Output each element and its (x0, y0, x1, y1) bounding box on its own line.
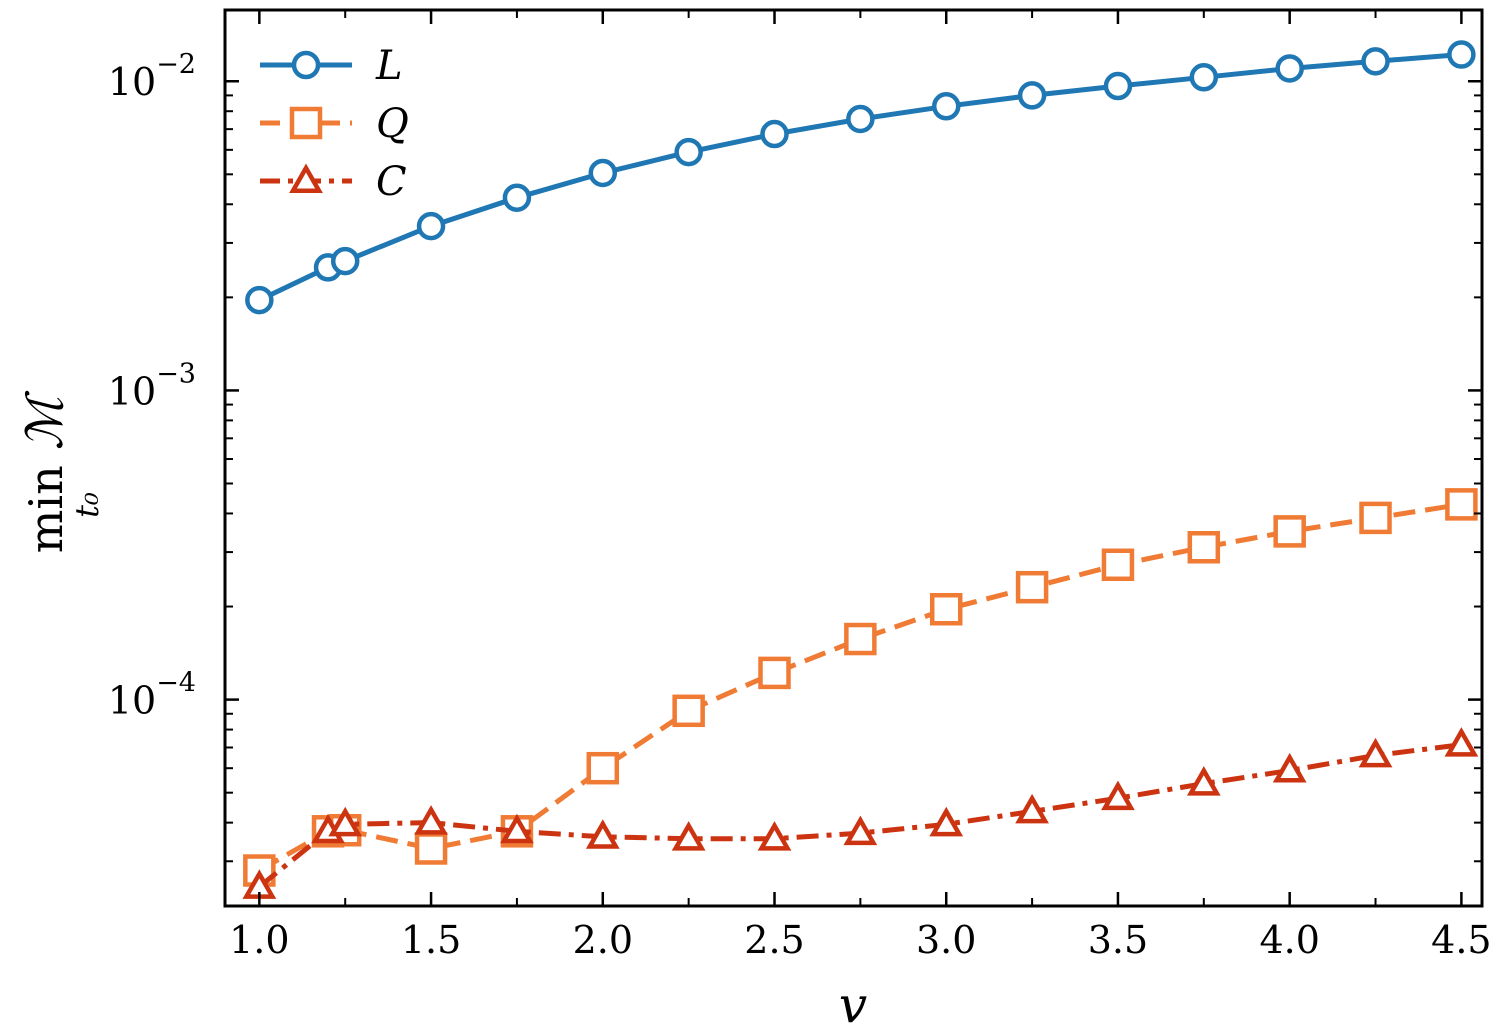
data-point-l (1361, 47, 1390, 76)
data-point-l (416, 211, 446, 241)
legend: LQC (260, 43, 409, 205)
data-point-c (1101, 780, 1135, 811)
legend-marker-q (289, 106, 323, 140)
data-point-l (588, 158, 618, 188)
legend-label-c: C (376, 159, 407, 205)
data-point-q (672, 694, 705, 728)
series-layer (242, 40, 1479, 899)
x-axis-label: v (839, 976, 867, 1034)
x-tick-label: 2.5 (744, 918, 804, 962)
legend-label-q: Q (376, 101, 409, 147)
data-point-l (502, 183, 532, 212)
series-l (245, 40, 1476, 315)
series-c (242, 727, 1479, 899)
y-axis-label: min ℳ t₀ (16, 390, 106, 553)
data-point-c (757, 821, 792, 851)
data-point-c (1186, 766, 1221, 796)
legend-label-l: L (375, 43, 403, 89)
data-point-l (760, 119, 789, 149)
y-axis-label-symbol: ℳ (16, 390, 74, 450)
data-point-l (1447, 40, 1476, 69)
x-tick-label: 1.0 (229, 918, 289, 962)
x-tick-label: 1.5 (401, 918, 461, 962)
legend-item-l: L (260, 43, 403, 89)
x-tick-label: 4.5 (1431, 918, 1491, 962)
data-point-c (1444, 727, 1479, 757)
series-line-q (258, 501, 1462, 873)
legend-marker-l (291, 50, 321, 80)
data-point-l (1103, 71, 1133, 101)
data-point-q (1273, 515, 1306, 548)
x-tick-label: 2.0 (573, 918, 633, 962)
data-point-c (500, 813, 534, 844)
legend-item-q: Q (260, 101, 409, 147)
data-point-c (328, 806, 363, 837)
data-point-q (1101, 548, 1135, 582)
data-point-q (844, 622, 877, 656)
data-point-c (1358, 737, 1393, 768)
data-point-l (1189, 63, 1219, 92)
data-point-c (1272, 752, 1307, 783)
data-point-q (414, 832, 448, 865)
x-tick-label: 4.0 (1259, 918, 1319, 962)
data-point-q (929, 592, 963, 626)
data-point-l (931, 92, 961, 121)
data-point-q (1445, 488, 1478, 521)
data-point-c (585, 819, 620, 849)
data-point-l (1275, 54, 1304, 83)
data-point-l (245, 285, 274, 315)
x-tick-label: 3.5 (1088, 918, 1148, 962)
x-tick-label: 3.0 (916, 918, 976, 962)
data-point-q (586, 751, 620, 785)
data-point-c (929, 806, 964, 837)
series-line-l (258, 52, 1462, 303)
data-point-q (758, 656, 791, 690)
data-point-l (330, 246, 360, 276)
y-axis-label-subscript: t₀ (68, 492, 106, 518)
data-point-q (1015, 570, 1049, 604)
legend-item-c: C (260, 159, 407, 205)
data-point-c (671, 821, 706, 851)
plot-frame (223, 8, 1484, 908)
data-point-c (843, 815, 878, 846)
data-point-q (1187, 531, 1221, 564)
data-point-c (1015, 793, 1049, 824)
y-axis-label-main: min (19, 465, 73, 553)
y-tick-label: 10−3 (108, 358, 196, 413)
series-line-c (257, 742, 1462, 889)
svg-text:min ℳ: min ℳ (16, 390, 74, 553)
data-point-l (846, 104, 875, 134)
axes-layer: 1.0 1.5 2.0 2.5 3.0 3.5 4.0 4.5 10−2 10−3 10−4 (108, 8, 1492, 962)
data-point-l (1017, 81, 1047, 110)
data-point-q (1359, 501, 1392, 535)
legend-marker-c (289, 163, 323, 193)
data-point-c (414, 805, 448, 835)
y-tick-label: 10−2 (108, 49, 196, 104)
data-point-l (674, 137, 703, 167)
y-tick-label: 10−4 (108, 668, 196, 723)
